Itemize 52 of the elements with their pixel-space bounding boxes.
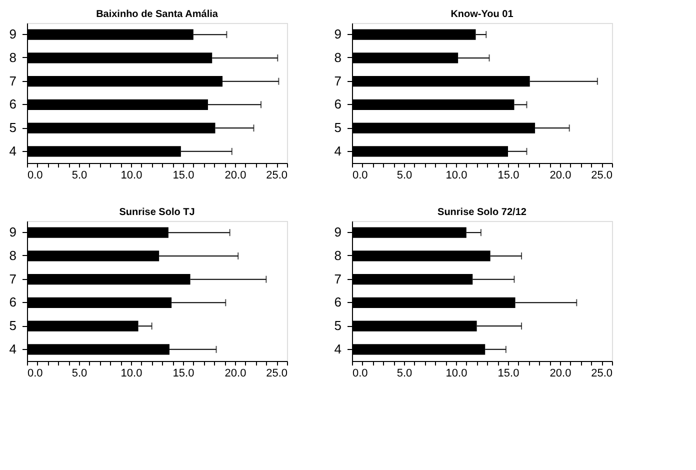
chart-title: Sunrise Solo TJ bbox=[119, 207, 195, 218]
x-tick-label: 25.0 bbox=[591, 368, 612, 380]
y-tick-label: 7 bbox=[9, 271, 16, 286]
y-tick-label: 6 bbox=[9, 96, 16, 112]
x-tick-label: 25.0 bbox=[266, 170, 288, 182]
y-tick-label: 8 bbox=[334, 248, 342, 263]
x-tick-label: 10.0 bbox=[120, 368, 142, 380]
x-tick-label: 25.0 bbox=[591, 170, 612, 182]
y-tick-label: 7 bbox=[9, 73, 16, 88]
x-tick-label: 15.0 bbox=[498, 170, 520, 182]
x-tick-label: 10.0 bbox=[120, 170, 142, 182]
y-tick-label: 9 bbox=[9, 224, 16, 240]
x-tick-label: 5.0 bbox=[396, 368, 412, 380]
y-tick-label: 8 bbox=[334, 50, 342, 65]
x-tick-label: 20.0 bbox=[550, 170, 572, 182]
y-tick-label: 8 bbox=[9, 248, 16, 263]
x-tick-label: 0.0 bbox=[28, 170, 43, 182]
y-tick-label: 9 bbox=[334, 26, 342, 42]
x-tick-label: 5.0 bbox=[396, 170, 412, 182]
y-tick-label: 9 bbox=[9, 26, 16, 42]
y-tick-label: 5 bbox=[334, 318, 342, 334]
y-tick-label: 5 bbox=[9, 120, 16, 136]
x-tick-label: 5.0 bbox=[72, 368, 88, 380]
chart-title: Baixinho de Santa Amália bbox=[96, 9, 218, 20]
y-tick-label: 5 bbox=[9, 318, 16, 334]
y-tick-label: 7 bbox=[334, 271, 342, 286]
x-tick-label: 20.0 bbox=[224, 170, 246, 182]
y-tick-label: 4 bbox=[334, 341, 342, 356]
x-tick-label: 25.0 bbox=[266, 368, 288, 380]
x-tick-label: 10.0 bbox=[446, 368, 468, 380]
x-tick-label: 15.0 bbox=[172, 170, 194, 182]
y-tick-label: 5 bbox=[334, 120, 342, 136]
y-tick-label: 6 bbox=[334, 96, 342, 112]
x-tick-label: 10.0 bbox=[446, 170, 468, 182]
x-tick-label: 0.0 bbox=[28, 368, 43, 380]
x-tick-label: 5.0 bbox=[72, 170, 88, 182]
x-tick-label: 15.0 bbox=[172, 368, 194, 380]
y-tick-label: 8 bbox=[9, 50, 16, 65]
x-tick-label: 0.0 bbox=[352, 170, 368, 182]
chart-title: Sunrise Solo 72/12 bbox=[438, 207, 527, 218]
x-tick-label: 20.0 bbox=[550, 368, 572, 380]
chart-title: Know-You 01 bbox=[450, 9, 514, 20]
y-tick-label: 6 bbox=[9, 294, 16, 310]
y-tick-label: 9 bbox=[334, 224, 342, 240]
x-tick-label: 20.0 bbox=[224, 368, 246, 380]
y-tick-label: 4 bbox=[9, 341, 16, 356]
y-tick-label: 6 bbox=[334, 294, 342, 310]
x-tick-label: 0.0 bbox=[352, 368, 368, 380]
x-tick-label: 15.0 bbox=[498, 368, 520, 380]
y-tick-label: 4 bbox=[334, 143, 342, 158]
y-tick-label: 7 bbox=[334, 73, 342, 88]
y-tick-label: 4 bbox=[9, 143, 16, 158]
